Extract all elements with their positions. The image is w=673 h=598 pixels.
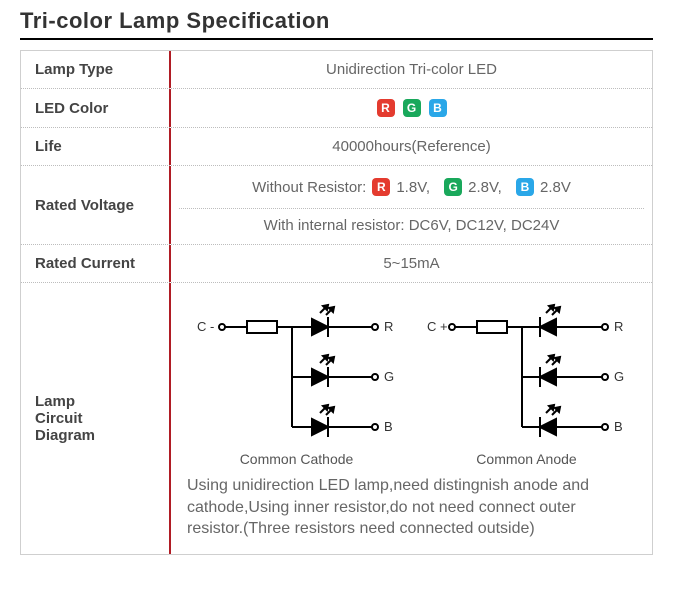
voltage-b: 2.8V	[540, 179, 571, 196]
row-circuit-diagram: Lamp Circuit Diagram	[21, 283, 652, 554]
label-rated-current: Rated Current	[21, 245, 171, 282]
chip-b: B	[429, 99, 447, 117]
label-rated-voltage: Rated Voltage	[21, 166, 171, 244]
voltage-g: 2.8V,	[468, 179, 502, 196]
pin-g-c: G	[384, 369, 394, 384]
label-life: Life	[21, 128, 171, 165]
caption-cathode: Common Cathode	[192, 451, 402, 467]
label-led-color: LED Color	[21, 89, 171, 127]
label-circuit-text: Lamp Circuit Diagram	[35, 393, 95, 444]
chip-r-2: R	[372, 178, 390, 196]
value-rated-current: 5~15mA	[171, 245, 652, 282]
voltage-r: 1.8V,	[396, 179, 430, 196]
value-circuit-diagram: C - R G B Common Cathode	[171, 283, 652, 554]
spec-table: Lamp Type Unidirection Tri-color LED LED…	[20, 50, 653, 555]
label-circuit-diagram: Lamp Circuit Diagram	[21, 283, 171, 554]
pin-r-a: R	[614, 319, 623, 334]
without-resistor-prefix: Without Resistor:	[252, 179, 366, 196]
circuit-common-anode: C + R G B Common Anode	[422, 297, 632, 467]
row-life: Life 40000hours(Reference)	[21, 128, 652, 166]
row-led-color: LED Color R G B	[21, 89, 652, 128]
pin-g-a: G	[614, 369, 624, 384]
pin-b-c: B	[384, 419, 393, 434]
circuit-note: Using unidirection LED lamp,need disting…	[175, 467, 648, 554]
circuit-cathode-svg: C - R G B	[192, 297, 402, 447]
circuit-anode-svg: C + R G B	[422, 297, 632, 447]
chip-r: R	[377, 99, 395, 117]
row-lamp-type: Lamp Type Unidirection Tri-color LED	[21, 51, 652, 89]
label-lamp-type: Lamp Type	[21, 51, 171, 88]
value-led-color: R G B	[171, 89, 652, 127]
chip-g: G	[403, 99, 421, 117]
cathode-lead-label: C -	[197, 319, 214, 334]
caption-anode: Common Anode	[422, 451, 632, 467]
row-rated-voltage: Rated Voltage Without Resistor: R 1.8V, …	[21, 166, 652, 245]
row-rated-current: Rated Current 5~15mA	[21, 245, 652, 283]
pin-r-c: R	[384, 319, 393, 334]
chip-b-2: B	[516, 178, 534, 196]
pin-b-a: B	[614, 419, 623, 434]
with-resistor: With internal resistor: DC6V, DC12V, DC2…	[179, 208, 644, 234]
anode-lead-label: C +	[427, 319, 448, 334]
value-lamp-type: Unidirection Tri-color LED	[171, 51, 652, 88]
page-title: Tri-color Lamp Specification	[20, 8, 653, 34]
chip-g-2: G	[444, 178, 462, 196]
circuit-common-cathode: C - R G B Common Cathode	[192, 297, 402, 467]
title-bar: Tri-color Lamp Specification	[20, 8, 653, 40]
value-rated-voltage: Without Resistor: R 1.8V, G 2.8V, B 2.8V…	[171, 166, 652, 244]
value-life: 40000hours(Reference)	[171, 128, 652, 165]
